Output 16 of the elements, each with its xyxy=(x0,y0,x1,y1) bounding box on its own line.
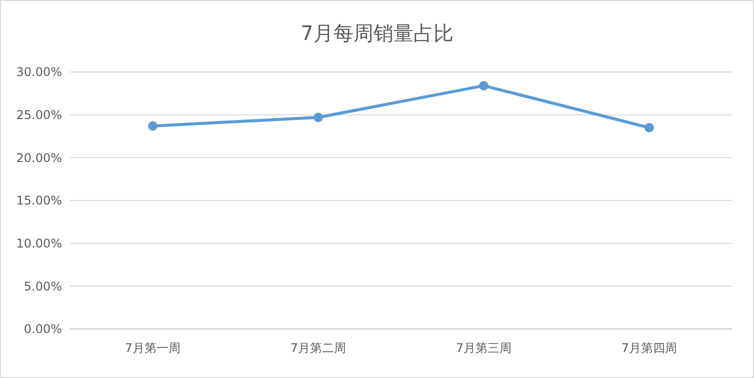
point xyxy=(314,112,323,122)
y-tick-label: 0.00% xyxy=(24,322,62,336)
y-tick-label: 5.00% xyxy=(24,279,62,294)
chart-title: 7月每周销量占比 xyxy=(300,21,454,45)
x-tick-label: 7月第四周 xyxy=(621,341,678,355)
x-tick-label: 7月第二周 xyxy=(290,341,346,355)
point xyxy=(644,122,654,132)
y-tick-label: 30.00% xyxy=(16,65,62,80)
y-tick-label: 15.00% xyxy=(16,194,62,208)
x-tick-label: 7月第三周 xyxy=(456,341,512,355)
y-tick-label: 20.00% xyxy=(16,150,62,165)
y-tick-label: 25.00% xyxy=(16,108,62,122)
y-tick-label: 10.00% xyxy=(16,236,62,251)
point xyxy=(148,121,158,131)
x-tick-label: 7月第一周 xyxy=(124,341,181,355)
point xyxy=(479,80,488,90)
